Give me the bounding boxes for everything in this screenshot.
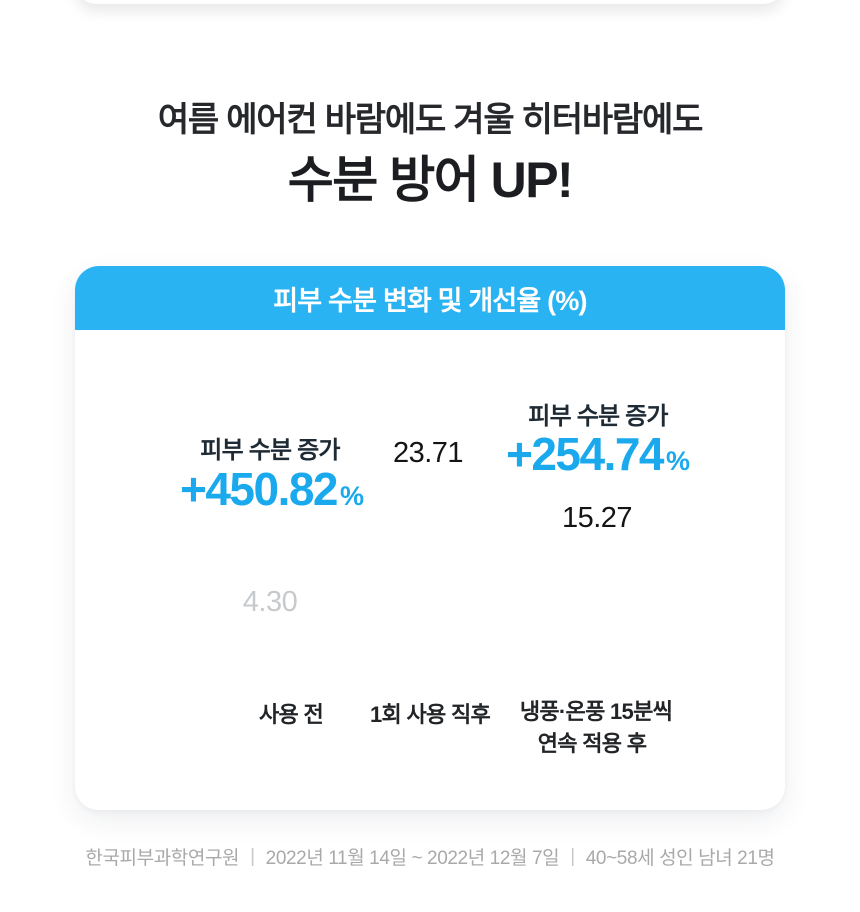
- annotation2-label: 피부 수분 증가: [528, 403, 668, 430]
- annotation1-number: +450.82: [179, 463, 339, 515]
- annotation2-unit: %: [666, 446, 691, 476]
- value-label-after-continuous-use: 15.27: [561, 502, 633, 534]
- annotation2-number: +254.74: [505, 428, 665, 480]
- chart-card: 피부 수분 변화 및 개선율 (%): [75, 266, 785, 810]
- value-label-before-use: 4.30: [242, 586, 298, 618]
- footnote-source: 한국피부과학연구원: [85, 848, 240, 869]
- footnote-separator: |: [250, 845, 255, 867]
- category-label-continuous-line2: 연속 적용 후: [537, 731, 647, 756]
- annotation1-value: +450.82 %: [180, 462, 364, 516]
- previous-card-bottom-edge: [75, 0, 785, 4]
- category-label-after-one-use: 1회 사용 직후: [369, 702, 491, 727]
- study-footnote: 한국피부과학연구원 | 2022년 11월 14일 ~ 2022년 12월 7일…: [0, 843, 860, 870]
- headline-subtitle: 여름 에어컨 바람에도 겨울 히터바람에도: [157, 101, 704, 139]
- footnote-subjects: 40~58세 성인 남녀 21명: [585, 848, 775, 869]
- footnote-period: 2022년 11월 14일 ~ 2022년 12월 7일: [265, 848, 560, 869]
- footnote-separator: |: [570, 845, 575, 867]
- category-label-before-use: 사용 전: [258, 702, 324, 727]
- chart-title: 피부 수분 변화 및 개선율 (%): [273, 285, 587, 316]
- annotation2-value: +254.74 %: [506, 427, 690, 481]
- headline-title: 수분 방어 UP!: [287, 152, 574, 208]
- annotation1-label: 피부 수분 증가: [200, 437, 340, 464]
- value-label-after-one-use: 23.71: [392, 437, 464, 469]
- annotation1-unit: %: [340, 481, 365, 511]
- category-label-continuous-line1: 냉풍·온풍 15분씩: [519, 699, 673, 724]
- chart-card-header: 피부 수분 변화 및 개선율 (%): [75, 266, 785, 330]
